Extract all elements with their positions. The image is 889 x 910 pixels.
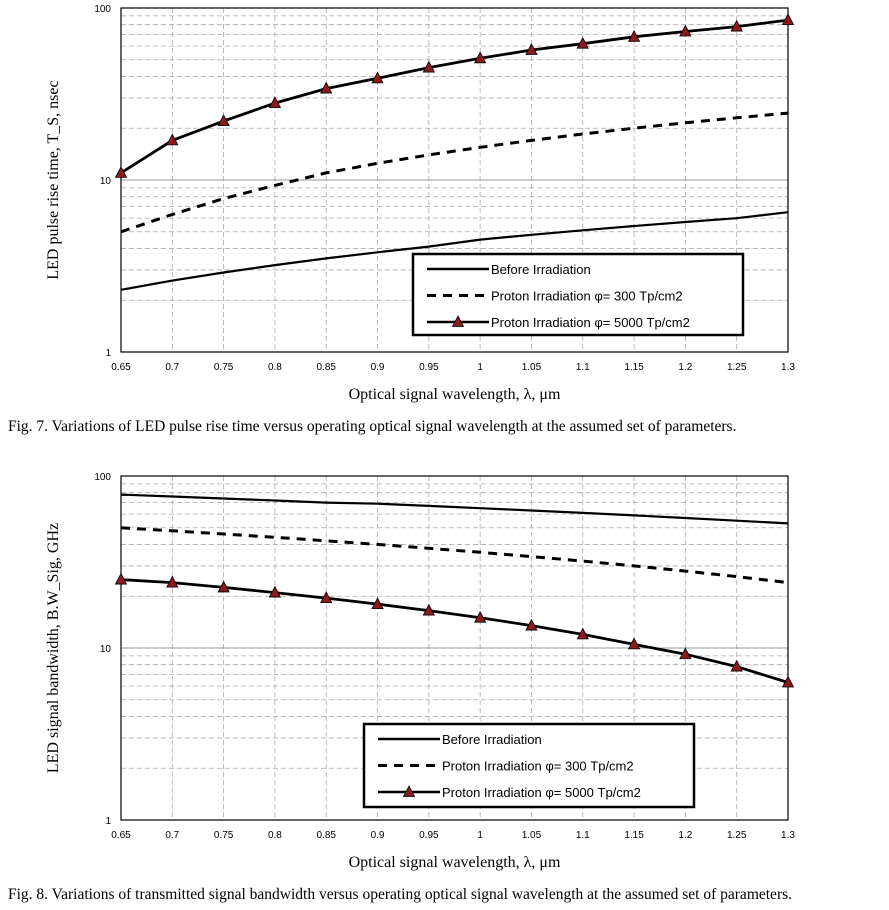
x-tick-label: 0.7 — [165, 362, 179, 373]
series-line — [120, 211, 789, 291]
caption-fig8: Fig. 8. Variations of transmitted signal… — [8, 886, 793, 903]
data-point-marker — [730, 19, 743, 32]
x-tick-label: 1 — [477, 830, 483, 841]
x-tick-label: 1.15 — [624, 830, 644, 841]
legend: Before Irradiation Proton Irradiation φ= … — [411, 252, 745, 337]
x-tick-label: 0.9 — [371, 830, 385, 841]
x-axis-label: Optical signal wavelength, λ, μm — [349, 386, 561, 403]
x-tick-label: 0.8 — [268, 362, 282, 373]
x-tick-label: 0.65 — [111, 830, 131, 841]
data-point-marker — [627, 637, 641, 650]
x-tick-label: 0.8 — [268, 830, 282, 841]
y-tick-label: 100 — [94, 472, 111, 483]
x-tick-label: 1.25 — [727, 830, 747, 841]
plot-frame — [120, 7, 789, 353]
data-point-marker — [114, 166, 128, 178]
y-tick-label: 100 — [94, 4, 111, 15]
y-axis-label: LED signal bandwidth, B.W_Sig, GHz — [45, 523, 62, 773]
legend-label: Proton Irradiation φ= 300 Tp/cm2 — [491, 289, 683, 304]
series-line — [120, 111, 789, 234]
chart-fig7: 1 10 100 0.65 0.7 0.75 0.8 0.85 0.9 0.95 1 1.05 1.1 1… — [45, 4, 795, 403]
data-point-marker — [679, 647, 692, 660]
y-tick-label: 10 — [100, 176, 112, 187]
data-point-marker — [371, 597, 384, 609]
series-line — [120, 578, 789, 684]
data-point-marker — [473, 51, 487, 64]
x-tick-label: 1.15 — [624, 362, 644, 373]
chart-fig8: 1 10 100 0.65 0.7 0.75 0.8 0.85 0.9 0.95 1 1.05 1.1 1… — [45, 472, 795, 871]
legend-marker — [402, 785, 416, 797]
legend: Before Irradiation Proton Irradiation φ= … — [362, 722, 696, 809]
data-point-marker — [268, 96, 282, 108]
x-tick-label: 0.85 — [316, 830, 336, 841]
data-point-marker — [320, 591, 333, 604]
x-tick-label: 1.05 — [522, 830, 542, 841]
legend-label: Before Irradiation — [442, 732, 542, 747]
data-point-marker — [781, 675, 795, 688]
data-point-marker — [730, 659, 743, 672]
x-tick-label: 1.05 — [522, 362, 542, 373]
data-point-marker — [217, 114, 230, 127]
x-tick-label: 0.75 — [214, 830, 234, 841]
y-tick-label: 1 — [105, 816, 111, 827]
legend-marker — [451, 315, 465, 327]
legend-label: Before Irradiation — [491, 262, 591, 277]
x-tick-label: 0.75 — [214, 362, 234, 373]
x-tick-label: 1.1 — [576, 362, 590, 373]
x-tick-label: 1.25 — [727, 362, 747, 373]
x-tick-label: 0.9 — [371, 362, 385, 373]
x-tick-label: 0.7 — [165, 830, 179, 841]
x-tick-label: 1.2 — [678, 362, 692, 373]
series-line — [120, 493, 789, 525]
data-point-marker — [679, 24, 692, 37]
data-point-marker — [114, 572, 128, 585]
x-tick-label: 1.3 — [781, 362, 795, 373]
x-tick-label: 0.85 — [316, 362, 336, 373]
x-axis-label: Optical signal wavelength, λ, μm — [349, 854, 561, 871]
legend-label: Proton Irradiation φ= 300 Tp/cm2 — [442, 759, 634, 774]
grid — [120, 8, 789, 352]
data-point-marker — [166, 575, 179, 588]
x-tick-label: 1.3 — [781, 830, 795, 841]
x-tick-label: 0.95 — [419, 362, 439, 373]
data-point-marker — [525, 43, 538, 55]
data-point-marker — [422, 60, 436, 73]
data-point-marker — [166, 133, 179, 146]
y-axis-label: LED pulse rise time, T_S, nsec — [45, 80, 62, 279]
data-point-marker — [217, 580, 230, 593]
y-tick-label: 1 — [105, 348, 111, 359]
data-point-marker — [473, 610, 487, 623]
x-tick-label: 0.65 — [111, 362, 131, 373]
caption-fig7: Fig. 7. Variations of LED pulse rise tim… — [8, 418, 737, 435]
data-point-marker — [576, 627, 589, 640]
data-point-marker — [371, 71, 384, 84]
figure-8: 1 10 100 0.65 0.7 0.75 0.8 0.85 0.9 0.95 1 1.05 1.1 1… — [0, 468, 889, 888]
data-point-marker — [422, 603, 436, 616]
legend-label: Proton Irradiation φ= 5000 Tp/cm2 — [491, 315, 690, 330]
data-point-marker — [627, 29, 641, 42]
series-line — [120, 526, 789, 585]
x-tick-label: 0.95 — [419, 830, 439, 841]
series-line — [120, 18, 789, 175]
legend-label: Proton Irradiation φ= 5000 Tp/cm2 — [442, 785, 641, 800]
y-tick-label: 10 — [100, 644, 112, 655]
data-point-marker — [525, 618, 538, 631]
data-point-marker — [268, 585, 282, 598]
x-tick-label: 1 — [477, 362, 483, 373]
data-point-marker — [781, 13, 795, 26]
figure-7: 1 10 100 0.65 0.7 0.75 0.8 0.85 0.9 0.95 1 1.05 1.1 1… — [0, 0, 889, 420]
x-tick-label: 1.1 — [576, 830, 590, 841]
data-point-marker — [320, 81, 333, 94]
plot-frame — [120, 475, 789, 821]
x-tick-label: 1.2 — [678, 830, 692, 841]
data-point-marker — [576, 36, 589, 49]
